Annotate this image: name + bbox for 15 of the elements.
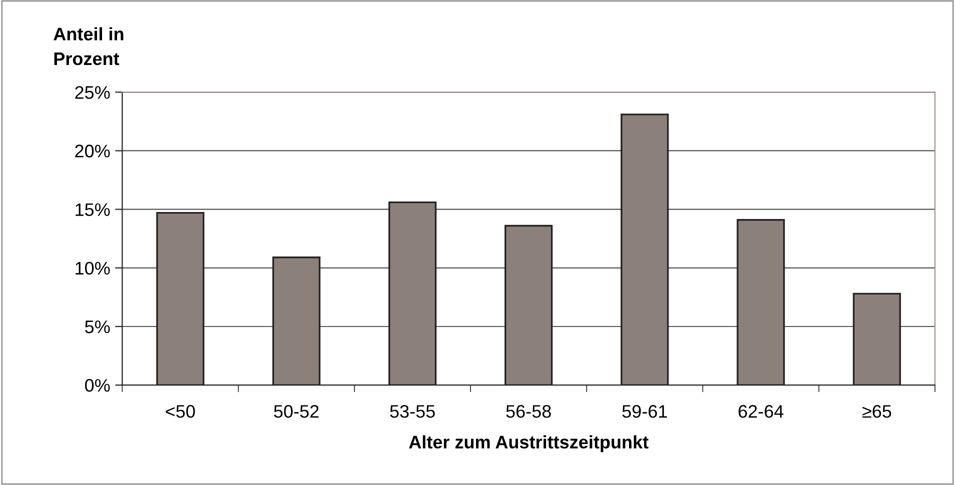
y-tick-label: 25% — [75, 86, 110, 99]
y-tick-label: 15% — [76, 203, 110, 216]
x-tick-label: 56-58 — [506, 405, 551, 418]
y-axis-title: Anteil in Prozent — [54, 27, 124, 66]
y-tick-label: 5% — [85, 320, 110, 334]
x-axis-title: Alter zum Austrittszeitpunkt — [409, 435, 648, 452]
y-tick-label: 10% — [76, 262, 110, 275]
y-tick-label: 0% — [85, 379, 110, 392]
x-tick-label: 53-55 — [390, 405, 435, 418]
x-tick-label: 62-64 — [738, 405, 784, 418]
x-tick-label: 50-52 — [274, 405, 319, 418]
x-tick-label: 59-61 — [622, 405, 667, 418]
x-tick-label: <50 — [166, 405, 195, 418]
y-tick-label: 20% — [75, 144, 110, 158]
x-tick-label: ≥65 — [862, 405, 892, 418]
